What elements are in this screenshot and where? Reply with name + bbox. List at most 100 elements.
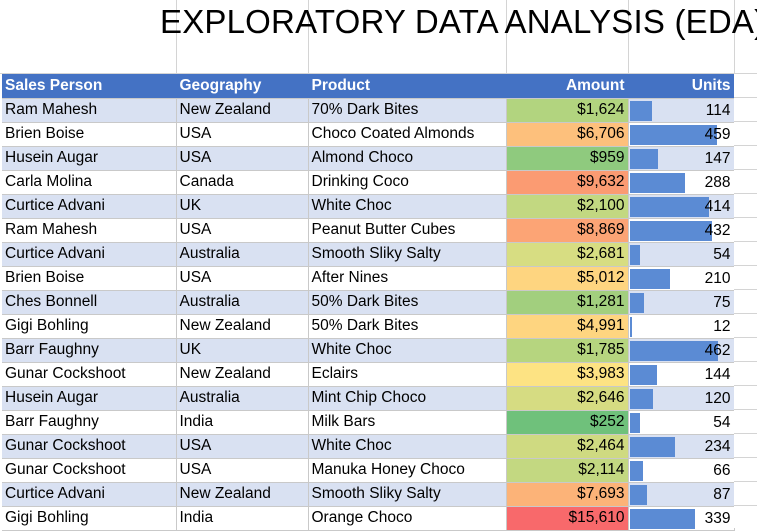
cell-amount[interactable]: $6,706 [506,122,629,147]
cell-sales-person[interactable]: Barr Faughny [2,410,177,435]
cell-sales-person[interactable]: Brien Boise [2,122,177,147]
header-geography[interactable]: Geography [176,74,309,99]
cell-product[interactable]: Almond Choco [308,146,507,171]
cell-sales-person[interactable]: Gigi Bohling [2,314,177,339]
cell-sales-person[interactable]: Husein Augar [2,386,177,411]
cell-geography[interactable]: India [176,506,309,531]
cell-units[interactable]: 339 [628,506,735,531]
cell-amount[interactable]: $8,869 [506,218,629,243]
cell-geography[interactable]: New Zealand [176,482,309,507]
cell-sales-person[interactable]: Curtice Advani [2,194,177,219]
units-data-bar [629,460,643,481]
cell-amount[interactable]: $959 [506,146,629,171]
cell-amount[interactable]: $5,012 [506,266,629,291]
cell-product[interactable]: Milk Bars [308,410,507,435]
cell-amount[interactable]: $3,983 [506,362,629,387]
cell-product[interactable]: White Choc [308,434,507,459]
page-title[interactable]: EXPLORATORY DATA ANALYSIS (EDA) [160,3,757,40]
cell-sales-person[interactable]: Ram Mahesh [2,218,177,243]
cell-product[interactable]: Peanut Butter Cubes [308,218,507,243]
cell-product[interactable]: Eclairs [308,362,507,387]
cell-sales-person[interactable]: Barr Faughny [2,338,177,363]
cell-amount[interactable]: $7,693 [506,482,629,507]
cell-sales-person[interactable]: Carla Molina [2,170,177,195]
cell-units[interactable]: 114 [628,98,735,123]
cell-units[interactable]: 288 [628,170,735,195]
cell-geography[interactable]: USA [176,218,309,243]
cell-amount[interactable]: $1,281 [506,290,629,315]
cell-geography[interactable]: Australia [176,386,309,411]
cell-product[interactable]: Smooth Sliky Salty [308,242,507,267]
cell-units[interactable]: 66 [628,458,735,483]
cell-product[interactable]: Manuka Honey Choco [308,458,507,483]
cell-sales-person[interactable]: Curtice Advani [2,242,177,267]
cell-units[interactable]: 87 [628,482,735,507]
header-amount[interactable]: Amount [506,74,629,99]
cell-units[interactable]: 414 [628,194,735,219]
cell-geography[interactable]: New Zealand [176,314,309,339]
cell-amount[interactable]: $4,991 [506,314,629,339]
cell-units[interactable]: 54 [628,410,735,435]
cell-product[interactable]: After Nines [308,266,507,291]
cell-product[interactable]: Drinking Coco [308,170,507,195]
cell-geography[interactable]: USA [176,434,309,459]
cell-amount[interactable]: $1,624 [506,98,629,123]
cell-geography[interactable]: New Zealand [176,362,309,387]
cell-product[interactable]: Orange Choco [308,506,507,531]
cell-geography[interactable]: UK [176,194,309,219]
cell-geography[interactable]: Australia [176,242,309,267]
cell-sales-person[interactable]: Ches Bonnell [2,290,177,315]
table-row: Ram Mahesh New Zealand 70% Dark Bites $1,62… [2,98,735,123]
cell-product[interactable]: Mint Chip Choco [308,386,507,411]
cell-units[interactable]: 12 [628,314,735,339]
header-units[interactable]: Units [628,74,735,99]
cell-units[interactable]: 54 [628,242,735,267]
cell-amount[interactable]: $2,464 [506,434,629,459]
cell-geography[interactable]: USA [176,458,309,483]
cell-units[interactable]: 75 [628,290,735,315]
cell-product[interactable]: White Choc [308,194,507,219]
cell-sales-person[interactable]: Gunar Cockshoot [2,458,177,483]
cell-product[interactable]: Choco Coated Almonds [308,122,507,147]
cell-units[interactable]: 120 [628,386,735,411]
cell-sales-person[interactable]: Brien Boise [2,266,177,291]
cell-geography[interactable]: Canada [176,170,309,195]
cell-amount[interactable]: $2,114 [506,458,629,483]
cell-units[interactable]: 234 [628,434,735,459]
units-data-bar [629,124,717,145]
header-sales-person[interactable]: Sales Person [2,74,177,99]
cell-sales-person[interactable]: Gunar Cockshoot [2,362,177,387]
cell-geography[interactable]: New Zealand [176,98,309,123]
cell-geography[interactable]: USA [176,122,309,147]
cell-units[interactable]: 144 [628,362,735,387]
cell-geography[interactable]: USA [176,146,309,171]
cell-sales-person[interactable]: Curtice Advani [2,482,177,507]
cell-sales-person[interactable]: Husein Augar [2,146,177,171]
cell-amount[interactable]: $1,785 [506,338,629,363]
cell-amount[interactable]: $15,610 [506,506,629,531]
cell-amount[interactable]: $2,100 [506,194,629,219]
cell-product[interactable]: Smooth Sliky Salty [308,482,507,507]
cell-units[interactable]: 147 [628,146,735,171]
cell-units[interactable]: 459 [628,122,735,147]
cell-amount[interactable]: $9,632 [506,170,629,195]
cell-units[interactable]: 210 [628,266,735,291]
cell-product[interactable]: 70% Dark Bites [308,98,507,123]
cell-geography[interactable]: India [176,410,309,435]
cell-units[interactable]: 462 [628,338,735,363]
cell-sales-person[interactable]: Gunar Cockshoot [2,434,177,459]
cell-amount[interactable]: $252 [506,410,629,435]
cell-sales-person[interactable]: Gigi Bohling [2,506,177,531]
cell-geography[interactable]: USA [176,266,309,291]
cell-units[interactable]: 432 [628,218,735,243]
cell-product[interactable]: 50% Dark Bites [308,290,507,315]
header-product[interactable]: Product [308,74,507,99]
cell-amount[interactable]: $2,681 [506,242,629,267]
cell-product[interactable]: White Choc [308,338,507,363]
cell-geography[interactable]: UK [176,338,309,363]
units-value: 339 [704,509,731,527]
cell-geography[interactable]: Australia [176,290,309,315]
cell-product[interactable]: 50% Dark Bites [308,314,507,339]
cell-sales-person[interactable]: Ram Mahesh [2,98,177,123]
cell-amount[interactable]: $2,646 [506,386,629,411]
